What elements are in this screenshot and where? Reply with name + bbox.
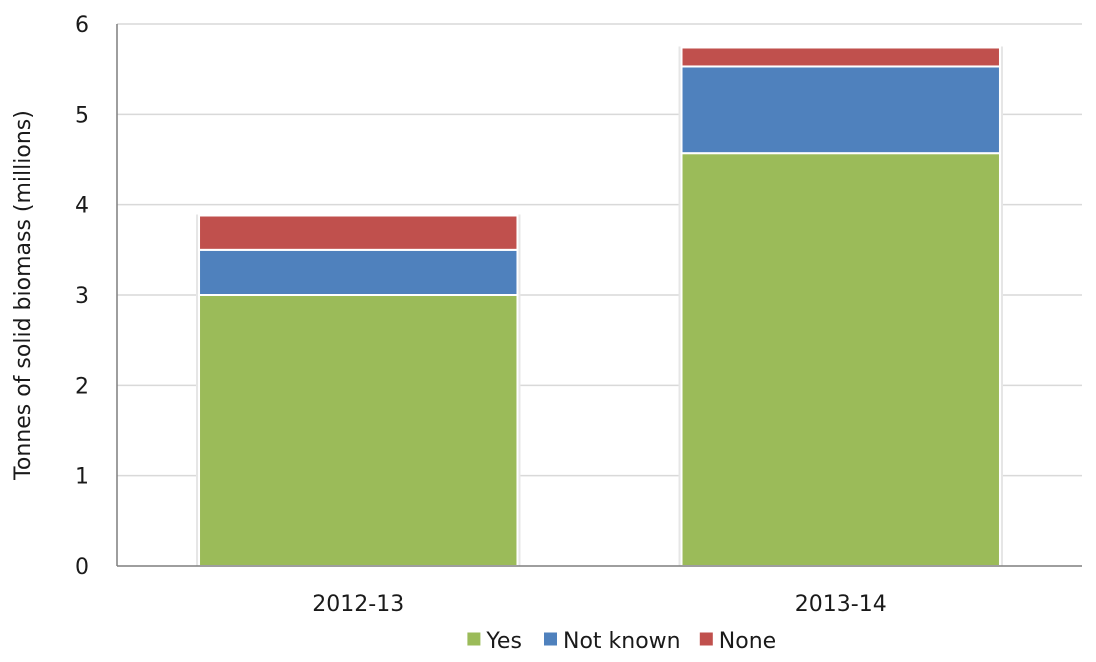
y-tick-label: 0 <box>75 555 89 580</box>
bar-segment-none <box>198 214 519 251</box>
bar-segment-yes <box>680 152 1001 567</box>
y-tick-labels: 0 1 2 3 4 5 6 <box>75 13 89 580</box>
x-tick-labels: 2012-13 2013-14 <box>312 592 886 617</box>
y-tick-label: 4 <box>75 194 89 219</box>
y-tick-label: 2 <box>75 374 89 399</box>
legend-swatch <box>544 632 557 646</box>
bar-segment-not-known <box>680 65 1001 155</box>
legend-swatch <box>467 632 481 646</box>
legend-label: None <box>719 629 776 654</box>
y-tick-label: 1 <box>75 465 89 490</box>
y-axis-title: Tonnes of solid biomass (millions) <box>11 110 36 481</box>
legend-swatch <box>699 632 713 646</box>
y-tick-label: 3 <box>75 284 89 309</box>
y-tick-label: 6 <box>75 13 89 38</box>
axes <box>116 24 1082 567</box>
legend-label: Yes <box>485 629 522 654</box>
legend: Yes Not known None <box>467 629 776 654</box>
x-tick-label: 2012-13 <box>312 592 404 617</box>
y-tick-label: 5 <box>75 103 89 128</box>
bar-segment-not-known <box>198 248 519 296</box>
bars <box>196 46 1003 567</box>
bar-segment-none <box>680 46 1001 68</box>
x-tick-label: 2013-14 <box>795 592 887 617</box>
legend-label: Not known <box>563 629 681 654</box>
bar-segment-yes <box>198 294 519 567</box>
